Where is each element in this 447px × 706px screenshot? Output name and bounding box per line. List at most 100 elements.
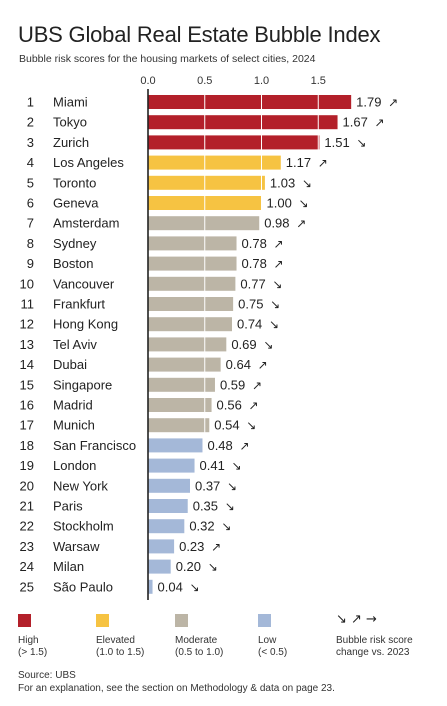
bar	[148, 337, 227, 352]
value-label: 1.03	[270, 175, 295, 190]
legend-label-elevated: Elevated	[96, 635, 135, 646]
value-label: 1.79	[356, 95, 381, 110]
rank-label: 12	[20, 317, 34, 332]
chart-title: UBS Global Real Estate Bubble Index	[18, 22, 381, 47]
rank-label: 13	[20, 337, 34, 352]
rank-label: 2	[27, 115, 34, 130]
change-arrow-icon: ↘	[227, 479, 237, 493]
legend-change-label: Bubble risk score	[336, 635, 413, 646]
city-label: Singapore	[53, 377, 112, 392]
change-arrow-icon: ↗	[258, 358, 268, 372]
bar	[148, 276, 236, 291]
rank-label: 19	[20, 458, 34, 473]
city-label: Munich	[53, 418, 95, 433]
change-arrow-icon: ↗	[211, 540, 221, 554]
city-label: Dubai	[53, 357, 87, 372]
value-label: 1.67	[343, 115, 368, 130]
bar	[148, 438, 203, 453]
rank-label: 20	[20, 478, 34, 493]
city-label: Madrid	[53, 398, 93, 413]
rank-label: 16	[20, 398, 34, 413]
legend-swatch-moderate	[175, 614, 188, 627]
rank-label: 6	[27, 196, 34, 211]
rank-label: 23	[20, 539, 34, 554]
bar	[148, 579, 153, 594]
city-label: Boston	[53, 256, 93, 271]
rank-label: 15	[20, 377, 34, 392]
change-arrow-icon: ↗	[274, 237, 284, 251]
bar	[148, 539, 175, 554]
bar-chart: 0.0 0.5 1.0 1.51 Miami 1.79 ↗2 Tokyo 1.67 ↗3 Zuric…	[20, 75, 398, 600]
bar	[148, 478, 190, 493]
value-label: 0.75	[238, 297, 263, 312]
legend-item-elevated: Elevated (1.0 to 1.5)	[96, 614, 144, 658]
value-label: 0.41	[200, 458, 225, 473]
value-label: 0.32	[189, 519, 214, 534]
value-label: 0.74	[237, 317, 262, 332]
legend-change-label2: change vs. 2023	[336, 647, 410, 658]
methodology-note: For an explanation, see the section on M…	[18, 683, 335, 694]
bar	[148, 519, 185, 534]
value-label: 1.00	[267, 196, 292, 211]
value-label: 0.78	[242, 236, 267, 251]
city-label: New York	[53, 478, 108, 493]
change-arrow-icon: ↘	[356, 136, 366, 150]
change-arrow-icon: ↘	[270, 298, 280, 312]
rank-label: 11	[21, 297, 35, 312]
value-label: 0.04	[158, 579, 183, 594]
value-label: 0.20	[176, 559, 201, 574]
rank-label: 25	[20, 579, 34, 594]
change-arrow-icon: ↗	[239, 439, 249, 453]
change-arrow-icon: ↘	[221, 520, 231, 534]
change-arrow-icon: ↗	[388, 96, 398, 110]
bar	[148, 155, 281, 170]
value-label: 0.59	[220, 377, 245, 392]
change-arrow-icon: ↗	[375, 116, 385, 130]
legend-label-high: High	[18, 635, 39, 646]
city-label: Los Angeles	[53, 155, 124, 170]
rank-label: 4	[27, 155, 34, 170]
rank-label: 8	[27, 236, 34, 251]
rank-label: 3	[27, 135, 34, 150]
bar	[148, 256, 237, 271]
change-arrow-icon: ↘	[246, 419, 256, 433]
bar	[148, 559, 171, 574]
legend-item-low: Low (< 0.5)	[258, 614, 287, 658]
value-label: 0.23	[179, 539, 204, 554]
bar	[148, 236, 237, 251]
bar	[148, 418, 210, 433]
rank-label: 14	[20, 357, 34, 372]
city-label: Tel Aviv	[53, 337, 97, 352]
legend-swatch-elevated	[96, 614, 109, 627]
city-label: Paris	[53, 499, 83, 514]
rank-label: 10	[20, 276, 34, 291]
legend-label-moderate: Moderate	[175, 635, 218, 646]
bar	[148, 357, 221, 372]
x-tick-label: 0.0	[140, 75, 155, 87]
legend-range-elevated: (1.0 to 1.5)	[96, 647, 145, 658]
bar	[148, 317, 232, 332]
change-arrow-icon: ↗	[318, 156, 328, 170]
rank-label: 1	[27, 95, 34, 110]
city-label: Toronto	[53, 175, 96, 190]
city-label: Zurich	[53, 135, 89, 150]
change-arrow-icon: ↗	[274, 257, 284, 271]
rank-label: 7	[27, 216, 34, 231]
change-arrow-icon: ↘	[225, 500, 235, 514]
change-arrow-icon: ↗	[249, 399, 259, 413]
city-label: Amsterdam	[53, 216, 119, 231]
change-arrow-icon: ↘	[263, 338, 273, 352]
city-label: San Francisco	[53, 438, 136, 453]
value-label: 0.54	[214, 418, 239, 433]
change-arrow-icon: ↘	[232, 459, 242, 473]
city-label: Sydney	[53, 236, 97, 251]
bar	[148, 377, 215, 392]
x-tick-label: 1.0	[254, 75, 269, 87]
bar	[148, 458, 195, 473]
legend: High (> 1.5) Elevated (1.0 to 1.5) Moder…	[18, 612, 438, 666]
legend-swatch-high	[18, 614, 31, 627]
chart-subtitle: Bubble risk scores for the housing marke…	[19, 53, 316, 65]
bar	[148, 216, 260, 231]
rank-label: 24	[20, 559, 34, 574]
legend-swatch-low	[258, 614, 271, 627]
